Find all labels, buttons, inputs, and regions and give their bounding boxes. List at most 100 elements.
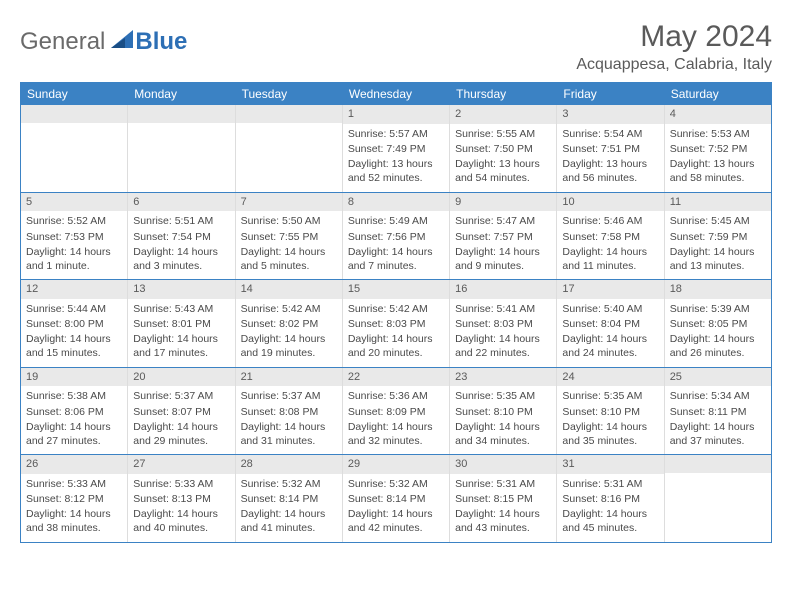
sunrise-text: Sunrise: 5:57 AM: [348, 127, 444, 141]
day-body: Sunrise: 5:52 AMSunset: 7:53 PMDaylight:…: [21, 211, 127, 279]
daylight-text: Daylight: 14 hours and 9 minutes.: [455, 245, 551, 273]
day-body: Sunrise: 5:35 AMSunset: 8:10 PMDaylight:…: [450, 386, 556, 454]
page-header: General Blue May 2024 Acquappesa, Calabr…: [20, 20, 772, 74]
day-cell: 11Sunrise: 5:45 AMSunset: 7:59 PMDayligh…: [665, 193, 772, 280]
sunset-text: Sunset: 8:14 PM: [348, 492, 444, 506]
day-cell: 12Sunrise: 5:44 AMSunset: 8:00 PMDayligh…: [21, 280, 128, 367]
sunrise-text: Sunrise: 5:42 AM: [241, 302, 337, 316]
daylight-text: Daylight: 14 hours and 3 minutes.: [133, 245, 229, 273]
day-number: 31: [557, 455, 663, 474]
weekday-header: Tuesday: [236, 83, 343, 105]
daylight-text: Daylight: 13 hours and 52 minutes.: [348, 157, 444, 185]
day-body: Sunrise: 5:31 AMSunset: 8:16 PMDaylight:…: [557, 474, 663, 542]
day-cell: 19Sunrise: 5:38 AMSunset: 8:06 PMDayligh…: [21, 368, 128, 455]
day-cell: 14Sunrise: 5:42 AMSunset: 8:02 PMDayligh…: [236, 280, 343, 367]
sunrise-text: Sunrise: 5:53 AM: [670, 127, 766, 141]
sunset-text: Sunset: 8:11 PM: [670, 405, 766, 419]
sunrise-text: Sunrise: 5:41 AM: [455, 302, 551, 316]
day-cell: 22Sunrise: 5:36 AMSunset: 8:09 PMDayligh…: [343, 368, 450, 455]
daylight-text: Daylight: 14 hours and 11 minutes.: [562, 245, 658, 273]
day-cell: 1 Sunrise: 5:57 AMSunset: 7:49 PMDaylight…: [343, 105, 450, 192]
month-title: May 2024: [576, 20, 772, 54]
daylight-text: Daylight: 14 hours and 15 minutes.: [26, 332, 122, 360]
day-number: 5: [21, 193, 127, 212]
day-body: Sunrise: 5:36 AMSunset: 8:09 PMDaylight:…: [343, 386, 449, 454]
weekday-header: Friday: [557, 83, 664, 105]
day-number: 2: [450, 105, 556, 124]
sunrise-text: Sunrise: 5:46 AM: [562, 214, 658, 228]
day-number: 21: [236, 368, 342, 387]
sunrise-text: Sunrise: 5:35 AM: [455, 389, 551, 403]
day-number: 1: [343, 105, 449, 124]
day-number: 3: [557, 105, 663, 124]
day-cell: 4 Sunrise: 5:53 AMSunset: 7:52 PMDaylight…: [665, 105, 772, 192]
day-cell: 3Sunrise: 5:54 AMSunset: 7:51 PMDaylight…: [557, 105, 664, 192]
day-cell: [236, 105, 343, 192]
calendar-page: General Blue May 2024 Acquappesa, Calabr…: [0, 0, 792, 563]
sunset-text: Sunset: 7:55 PM: [241, 230, 337, 244]
day-body: Sunrise: 5:40 AMSunset: 8:04 PMDaylight:…: [557, 299, 663, 367]
daylight-text: Daylight: 13 hours and 58 minutes.: [670, 157, 766, 185]
sunset-text: Sunset: 8:13 PM: [133, 492, 229, 506]
title-block: May 2024 Acquappesa, Calabria, Italy: [576, 20, 772, 74]
sunrise-text: Sunrise: 5:49 AM: [348, 214, 444, 228]
day-number: 16: [450, 280, 556, 299]
day-body: Sunrise: 5:37 AMSunset: 8:08 PMDaylight:…: [236, 386, 342, 454]
day-number: [128, 105, 234, 123]
day-body: Sunrise: 5:32 AMSunset: 8:14 PMDaylight:…: [343, 474, 449, 542]
day-body: Sunrise: 5:33 AMSunset: 8:13 PMDaylight:…: [128, 474, 234, 542]
day-cell: [665, 455, 772, 542]
day-body: Sunrise: 5:45 AMSunset: 7:59 PMDaylight:…: [665, 211, 771, 279]
sunset-text: Sunset: 7:51 PM: [562, 142, 658, 156]
day-body: Sunrise: 5:44 AMSunset: 8:00 PMDaylight:…: [21, 299, 127, 367]
day-cell: 5Sunrise: 5:52 AMSunset: 7:53 PMDaylight…: [21, 193, 128, 280]
sunset-text: Sunset: 7:54 PM: [133, 230, 229, 244]
sunset-text: Sunset: 7:57 PM: [455, 230, 551, 244]
sunrise-text: Sunrise: 5:31 AM: [455, 477, 551, 491]
day-cell: 10Sunrise: 5:46 AMSunset: 7:58 PMDayligh…: [557, 193, 664, 280]
daylight-text: Daylight: 14 hours and 34 minutes.: [455, 420, 551, 448]
daylight-text: Daylight: 14 hours and 27 minutes.: [26, 420, 122, 448]
daylight-text: Daylight: 14 hours and 40 minutes.: [133, 507, 229, 535]
sunset-text: Sunset: 8:14 PM: [241, 492, 337, 506]
day-number: 19: [21, 368, 127, 387]
sunset-text: Sunset: 8:07 PM: [133, 405, 229, 419]
day-number: 10: [557, 193, 663, 212]
day-cell: 9Sunrise: 5:47 AMSunset: 7:57 PMDaylight…: [450, 193, 557, 280]
day-body: Sunrise: 5:41 AMSunset: 8:03 PMDaylight:…: [450, 299, 556, 367]
weekday-header: Saturday: [665, 83, 772, 105]
sunrise-text: Sunrise: 5:34 AM: [670, 389, 766, 403]
day-cell: 20Sunrise: 5:37 AMSunset: 8:07 PMDayligh…: [128, 368, 235, 455]
day-number: 4: [665, 105, 771, 124]
daylight-text: Daylight: 14 hours and 22 minutes.: [455, 332, 551, 360]
sunset-text: Sunset: 7:49 PM: [348, 142, 444, 156]
sunset-text: Sunset: 8:12 PM: [26, 492, 122, 506]
week-row: 12Sunrise: 5:44 AMSunset: 8:00 PMDayligh…: [21, 280, 772, 368]
logo: General Blue: [20, 28, 187, 56]
sunset-text: Sunset: 7:53 PM: [26, 230, 122, 244]
day-body: Sunrise: 5:31 AMSunset: 8:15 PMDaylight:…: [450, 474, 556, 542]
sunrise-text: Sunrise: 5:42 AM: [348, 302, 444, 316]
sunset-text: Sunset: 7:52 PM: [670, 142, 766, 156]
daylight-text: Daylight: 14 hours and 42 minutes.: [348, 507, 444, 535]
sunrise-text: Sunrise: 5:40 AM: [562, 302, 658, 316]
day-number: 7: [236, 193, 342, 212]
day-body: Sunrise: 5:46 AMSunset: 7:58 PMDaylight:…: [557, 211, 663, 279]
sunrise-text: Sunrise: 5:55 AM: [455, 127, 551, 141]
sunrise-text: Sunrise: 5:54 AM: [562, 127, 658, 141]
day-number: 18: [665, 280, 771, 299]
logo-triangle-icon: [111, 30, 133, 48]
day-cell: 31Sunrise: 5:31 AMSunset: 8:16 PMDayligh…: [557, 455, 664, 542]
day-number: 14: [236, 280, 342, 299]
weekday-header-row: SundayMondayTuesdayWednesdayThursdayFrid…: [21, 83, 772, 105]
daylight-text: Daylight: 14 hours and 38 minutes.: [26, 507, 122, 535]
day-cell: 2Sunrise: 5:55 AMSunset: 7:50 PMDaylight…: [450, 105, 557, 192]
weekday-header: Sunday: [21, 83, 128, 105]
daylight-text: Daylight: 14 hours and 26 minutes.: [670, 332, 766, 360]
day-number: 26: [21, 455, 127, 474]
sunset-text: Sunset: 7:59 PM: [670, 230, 766, 244]
sunrise-text: Sunrise: 5:44 AM: [26, 302, 122, 316]
day-body: Sunrise: 5:38 AMSunset: 8:06 PMDaylight:…: [21, 386, 127, 454]
day-cell: 8Sunrise: 5:49 AMSunset: 7:56 PMDaylight…: [343, 193, 450, 280]
day-cell: 16Sunrise: 5:41 AMSunset: 8:03 PMDayligh…: [450, 280, 557, 367]
